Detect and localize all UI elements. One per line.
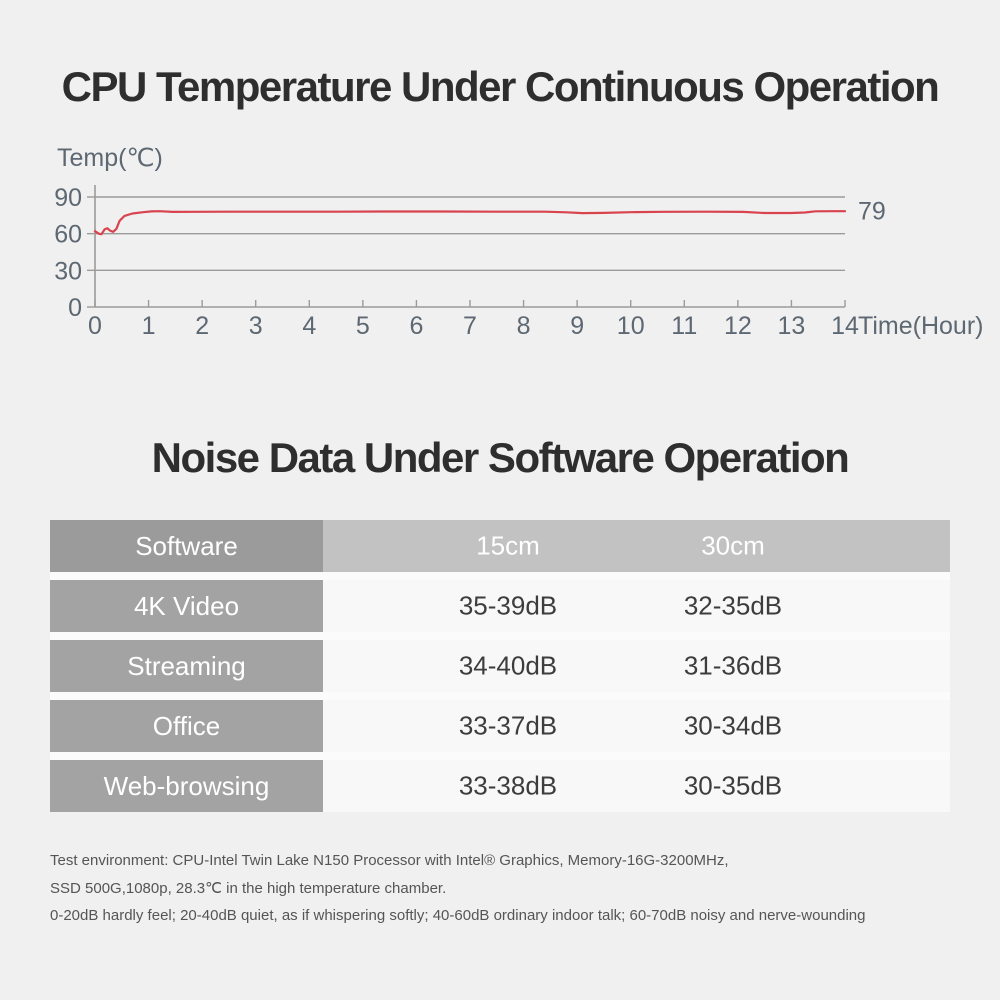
y-axis-title: Temp(℃): [57, 144, 163, 172]
noise-data-title: Noise Data Under Software Operation: [151, 434, 850, 481]
row-values: 33-38dB 30-35dB: [323, 760, 950, 812]
footnote-line: SSD 500G,1080p, 28.3℃ in the high temper…: [50, 879, 447, 897]
y-tick-label: 60: [54, 221, 82, 249]
x-tick-label: 6: [409, 312, 423, 340]
row-label-office: Office: [50, 700, 323, 752]
value-15cm: 34-40dB: [458, 650, 558, 681]
table-row: 4K Video 35-39dB 32-35dB: [50, 580, 950, 632]
y-tick-label: 30: [54, 257, 82, 285]
value-30cm: 32-35dB: [683, 590, 783, 621]
value-30cm: 30-35dB: [683, 770, 783, 801]
x-tick-label: 14: [831, 312, 859, 340]
table-header-15cm: 15cm: [476, 530, 540, 561]
value-15cm: 33-38dB: [458, 770, 558, 801]
table-header-row: Software 15cm 30cm: [50, 520, 950, 572]
y-tick-label: 90: [54, 184, 82, 212]
x-tick-label: 11: [671, 312, 697, 340]
noise-table: Software 15cm 30cm 4K Video 35-39dB 32-3…: [50, 520, 950, 812]
cpu-temperature-chart: 0 30 60 90 0 1 2 3 4 5 6 7 8 9 10 11 12 13 14 Temp(℃) Time(H…: [0, 140, 1000, 355]
x-tick-label: 1: [142, 312, 156, 340]
x-tick-label: 8: [517, 312, 531, 340]
x-tick-label: 5: [356, 312, 370, 340]
row-label-4k-video: 4K Video: [50, 580, 323, 632]
footnotes: Test environment: CPU-Intel Twin Lake N1…: [50, 847, 970, 930]
table-header-distances: 15cm 30cm: [323, 520, 950, 572]
row-label-streaming: Streaming: [50, 640, 323, 692]
row-label-web-browsing: Web-browsing: [50, 760, 323, 812]
row-values: 35-39dB 32-35dB: [323, 580, 950, 632]
value-30cm: 30-34dB: [683, 710, 783, 741]
table-row: Streaming 34-40dB 31-36dB: [50, 640, 950, 692]
x-tick-label: 0: [88, 312, 102, 340]
table-row: Web-browsing 33-38dB 30-35dB: [50, 760, 950, 812]
table-header-software: Software: [50, 520, 323, 572]
x-tick-label: 12: [724, 312, 752, 340]
end-value-label: 79: [858, 197, 886, 225]
x-tick-label: 13: [778, 312, 806, 340]
x-tick-label: 4: [302, 312, 316, 340]
x-axis-title: Time(Hour): [858, 312, 983, 340]
value-15cm: 35-39dB: [458, 590, 558, 621]
footnote-line: Test environment: CPU-Intel Twin Lake N1…: [50, 852, 729, 869]
table-header-30cm: 30cm: [701, 530, 765, 561]
row-values: 33-37dB 30-34dB: [323, 700, 950, 752]
x-tick-label: 3: [249, 312, 263, 340]
x-tick-label: 9: [570, 312, 584, 340]
row-values: 34-40dB 31-36dB: [323, 640, 950, 692]
x-tick-label: 10: [617, 312, 645, 340]
table-row: Office 33-37dB 30-34dB: [50, 700, 950, 752]
value-15cm: 33-37dB: [458, 710, 558, 741]
x-tick-label: 2: [195, 312, 209, 340]
temperature-line: [93, 210, 847, 236]
value-30cm: 31-36dB: [683, 650, 783, 681]
x-tick-label: 7: [463, 312, 477, 340]
footnote-line: 0-20dB hardly feel; 20-40dB quiet, as if…: [50, 907, 866, 924]
cpu-temperature-title: CPU Temperature Under Continuous Operati…: [61, 63, 940, 110]
y-tick-label: 0: [68, 294, 82, 322]
